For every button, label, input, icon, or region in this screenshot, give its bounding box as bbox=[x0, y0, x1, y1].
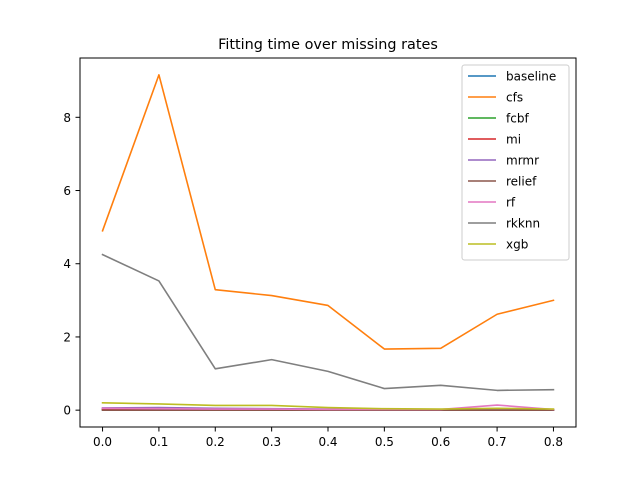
x-tick-label: 0.4 bbox=[318, 435, 337, 449]
x-tick-label: 0.5 bbox=[375, 435, 394, 449]
x-tick-label: 0.1 bbox=[149, 435, 168, 449]
x-tick-label: 0.7 bbox=[488, 435, 507, 449]
series-line-cfs bbox=[101, 74, 555, 350]
y-tick-label: 4 bbox=[63, 257, 71, 271]
legend-label-baseline: baseline bbox=[506, 70, 556, 84]
series-line-rkknn bbox=[101, 253, 555, 392]
series-line-xgb bbox=[101, 402, 555, 410]
y-axis: 0 2 4 6 8 bbox=[63, 111, 80, 418]
y-tick-label: 2 bbox=[63, 330, 71, 344]
x-tick-label: 0.3 bbox=[262, 435, 281, 449]
plot-area bbox=[79, 57, 577, 428]
legend-label-xgb: xgb bbox=[506, 238, 528, 252]
x-tick-label: 0.2 bbox=[206, 435, 225, 449]
y-tick-label: 6 bbox=[63, 184, 71, 198]
x-tick-label: 0.0 bbox=[93, 435, 112, 449]
legend-label-rf: rf bbox=[506, 196, 516, 210]
series-line-rf bbox=[101, 404, 555, 411]
legend-box bbox=[461, 64, 570, 261]
legend-label-fcbf: fcbf bbox=[506, 112, 529, 126]
legend-label-mrmr: mrmr bbox=[506, 154, 539, 168]
chart-title: Fitting time over missing rates bbox=[218, 37, 438, 53]
legend-label-relief: relief bbox=[506, 175, 537, 189]
x-axis: 0.0 0.1 0.2 0.3 0.4 0.5 0.6 0.7 0.8 bbox=[93, 427, 563, 449]
y-tick-label: 0 bbox=[63, 404, 71, 418]
legend-label-rkknn: rkknn bbox=[506, 217, 540, 231]
legend-label-cfs: cfs bbox=[506, 91, 523, 105]
x-tick-label: 0.6 bbox=[431, 435, 450, 449]
y-tick-label: 8 bbox=[63, 111, 71, 125]
legend: baseline cfs fcbf mi mrmr relief rf rkknn xgb bbox=[461, 64, 570, 261]
x-tick-label: 0.8 bbox=[544, 435, 563, 449]
legend-label-mi: mi bbox=[506, 133, 521, 147]
